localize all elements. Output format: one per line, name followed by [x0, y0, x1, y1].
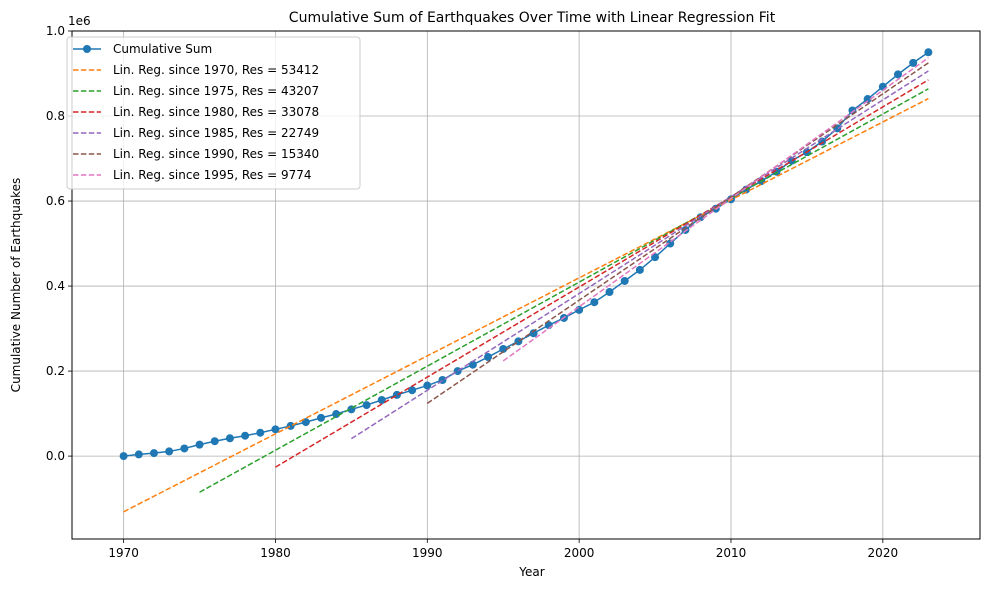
x-tick-label: 2000	[564, 546, 595, 560]
cumulative-sum-point	[241, 431, 250, 440]
plot-frame	[71, 30, 981, 540]
regression-lines	[123, 57, 929, 513]
legend-entry: Lin. Reg. since 1985, Res = 22749	[113, 126, 319, 140]
y-tick-label: 0.6	[46, 194, 65, 208]
cumulative-sum-point	[468, 360, 477, 369]
cumulative-sum-point	[119, 452, 128, 461]
legend-entry: Lin. Reg. since 1990, Res = 15340	[113, 147, 319, 161]
legend-swatch-marker	[83, 45, 91, 53]
cumulative-sum-point	[529, 329, 538, 338]
cumulative-sum-point	[590, 298, 599, 307]
cumulative-sum-point	[894, 70, 903, 79]
cumulative-sum-point	[392, 390, 401, 399]
regression-line-1970	[123, 97, 929, 513]
legend-entry: Lin. Reg. since 1980, Res = 33078	[113, 105, 319, 119]
legend-entry: Lin. Reg. since 1995, Res = 9774	[113, 168, 312, 182]
cumulative-sum-point	[332, 410, 341, 419]
x-tick-label: 2010	[716, 546, 747, 560]
cumulative-sum-point	[377, 395, 386, 404]
cumulative-sum-point	[575, 305, 584, 314]
y-tick-label: 0.2	[46, 364, 65, 378]
y-offset-label: 1e6	[68, 14, 91, 28]
x-tick-label: 1980	[260, 546, 291, 560]
cumulative-sum-point	[195, 440, 204, 449]
y-tick-label: 0.4	[46, 279, 65, 293]
legend-entry: Lin. Reg. since 1975, Res = 43207	[113, 84, 319, 98]
axis-ticks: 1970 1980 1990 2000 2010 2020 0.0 0.2 0.4 0.6 0.8 1…	[46, 24, 898, 560]
x-tick-label: 1970	[108, 546, 139, 560]
cumulative-sum-point	[909, 58, 918, 67]
cumulative-sum-point	[863, 95, 872, 104]
cumulative-sum-point	[165, 447, 174, 456]
cumulative-sum-point	[256, 428, 265, 437]
legend-entry: Cumulative Sum	[113, 42, 212, 56]
y-axis-title: Cumulative Number of Earthquakes	[9, 178, 23, 393]
cumulative-sum-point	[225, 434, 234, 443]
regression-line-1980	[275, 79, 929, 468]
cumulative-sum-point	[651, 253, 660, 262]
y-tick-label: 0.8	[46, 109, 65, 123]
cumulative-sum-point	[149, 449, 158, 458]
cumulative-sum-point	[924, 48, 933, 57]
regression-line-1995	[502, 57, 929, 362]
y-tick-label: 0.0	[46, 449, 65, 463]
cumulative-sum-point	[666, 239, 675, 248]
cumulative-sum-point	[362, 401, 371, 410]
cumulative-sum-point	[620, 276, 629, 285]
cumulative-sum-point	[134, 450, 143, 459]
cumulative-sum-point	[317, 413, 326, 422]
x-tick-label: 2020	[868, 546, 899, 560]
cumulative-sum-point	[499, 344, 508, 353]
cumulative-sum-point	[286, 421, 295, 430]
cumulative-sum-point	[423, 381, 432, 390]
legend: Cumulative Sum Lin. Reg. since 1970, Res …	[66, 36, 361, 190]
regression-line-1990	[426, 62, 929, 405]
cumulative-sum-point	[271, 425, 280, 434]
cumulative-sum-point	[210, 437, 219, 446]
legend-box	[66, 36, 361, 190]
y-tick-label: 1.0	[46, 24, 65, 38]
x-tick-label: 1990	[412, 546, 443, 560]
cumulative-sum-point	[180, 444, 189, 453]
chart-title: Cumulative Sum of Earthquakes Over Time …	[289, 10, 776, 26]
cumulative-sum-point	[605, 288, 614, 297]
regression-line-1985	[350, 70, 929, 440]
x-axis-title: Year	[518, 565, 544, 579]
legend-entry: Lin. Reg. since 1970, Res = 53412	[113, 63, 319, 77]
regression-line-1975	[199, 88, 929, 493]
cumulative-sum-point	[408, 386, 417, 395]
cumulative-sum-point	[635, 265, 644, 274]
cumulative-sum-point	[484, 353, 493, 362]
